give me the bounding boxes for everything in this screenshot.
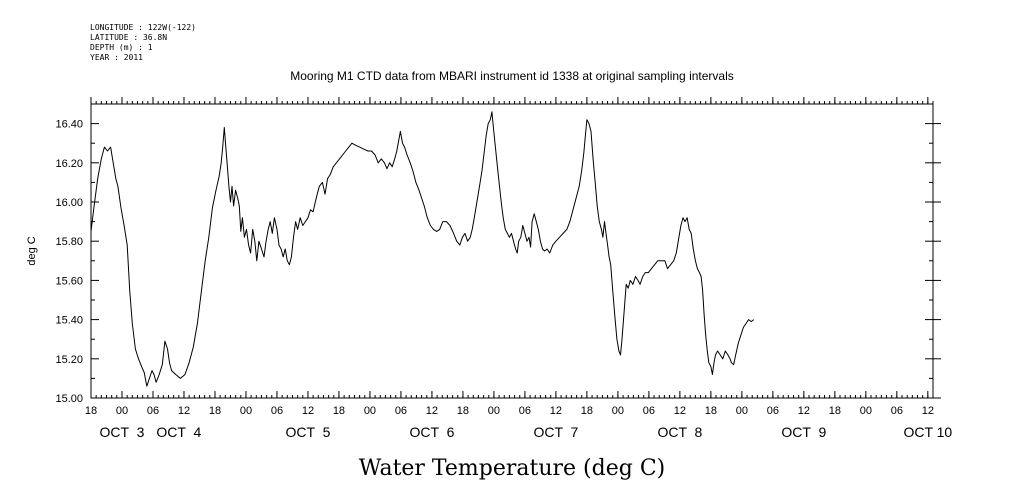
x-tick-label: 12 [922,405,934,417]
x-tick-label: 06 [147,405,159,417]
x-axis: 18 00 06 12 18 00 06 12 18 00 06 12 18 00 06 12 18 00 06 12… [85,97,952,440]
x-tick-label: 06 [271,405,283,417]
y-tick-label: 15.80 [55,236,83,248]
x-tick-label: 12 [798,405,810,417]
x-day-label: OCT 5 [286,424,331,440]
y-tick-label: 15.40 [55,315,83,327]
x-tick-label: 06 [767,405,779,417]
x-tick-label: 00 [736,405,748,417]
x-tick-label: 12 [302,405,314,417]
x-tick-label: 00 [860,405,872,417]
y-tick-label: 15.60 [55,275,83,287]
x-day-label: OCT 3 [100,424,145,440]
x-day-label: OCT 6 [409,424,454,440]
x-day-label: OCT 10 [903,424,952,440]
y-tick-label: 15.00 [55,393,83,405]
x-day-label: OCT 4 [156,424,201,440]
x-tick-label: 18 [705,405,717,417]
plot-frame [90,103,934,399]
x-tick-label: 00 [612,405,624,417]
y-tick-label: 16.40 [55,119,83,131]
x-tick-label: 18 [85,405,97,417]
header-latitude: LATITUDE : 36.8N [90,33,167,42]
x-tick-label: 00 [116,405,128,417]
header-year: YEAR : 2011 [90,53,143,62]
x-day-label: OCT 8 [657,424,702,440]
x-tick-label: 12 [550,405,562,417]
x-tick-label: 18 [581,405,593,417]
x-tick-label: 06 [891,405,903,417]
series-line [90,111,755,387]
x-tick-label: 12 [674,405,686,417]
y-tick-label: 16.20 [55,158,83,170]
x-day-label: OCT 9 [781,424,826,440]
x-tick-label: 00 [488,405,500,417]
chart-title: Mooring M1 CTD data from MBARI instrumen… [290,69,734,83]
x-tick-label: 06 [395,405,407,417]
x-tick-label: 06 [519,405,531,417]
header-depth: DEPTH (m) : 1 [90,43,153,52]
x-tick-label: 18 [209,405,221,417]
x-tick-label: 00 [364,405,376,417]
header-longitude: LONGITUDE : 122W(-122) [90,23,196,32]
x-tick-label: 18 [457,405,469,417]
y-axis: 15.00 15.20 15.40 15.60 15.80 16.00 16.20 16.40 [55,119,941,405]
x-tick-label: 18 [333,405,345,417]
x-tick-label: 00 [240,405,252,417]
x-tick-label: 06 [643,405,655,417]
x-tick-label: 18 [829,405,841,417]
x-tick-label: 12 [426,405,438,417]
x-axis-label: Water Temperature (deg C) [359,456,666,481]
y-axis-label: deg C [26,236,38,265]
y-tick-label: 16.00 [55,197,83,209]
x-tick-label: 12 [178,405,190,417]
x-day-label: OCT 7 [533,424,578,440]
y-tick-label: 15.20 [55,354,83,366]
